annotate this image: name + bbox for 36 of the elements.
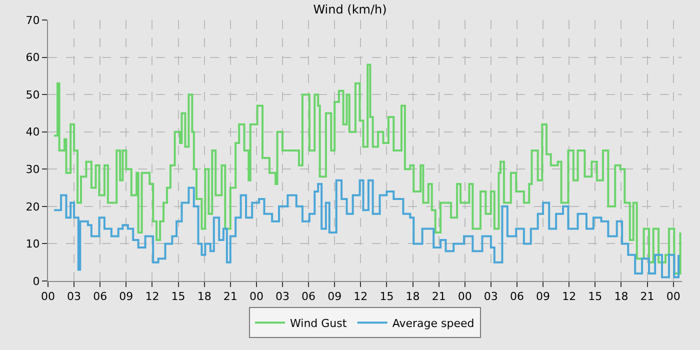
y-tick-label: 10 [26, 238, 40, 251]
x-tick-label: 21 [223, 290, 238, 304]
x-tick-label: 00 [458, 290, 472, 304]
x-tick-label: 15 [588, 290, 602, 304]
y-tick-label: 60 [26, 51, 40, 64]
x-tick-label: 18 [406, 290, 420, 304]
x-tick-label: 03 [484, 290, 498, 304]
x-tick-label: 15 [380, 290, 394, 304]
x-tick-label: 06 [510, 290, 524, 304]
x-tick-label: 03 [67, 290, 82, 304]
y-tick-label: 0 [32, 274, 40, 288]
x-tick-label: 09 [328, 290, 342, 304]
x-tick-label: 09 [119, 290, 134, 304]
chart-title: Wind (km/h) [313, 2, 387, 17]
x-tick-label: 00 [666, 290, 680, 304]
y-tick-label: 30 [26, 162, 40, 176]
x-tick-label: 18 [197, 290, 212, 304]
legend-label: Average speed [392, 316, 474, 330]
x-tick-label: 18 [614, 290, 628, 304]
x-tick-label: 00 [41, 290, 55, 304]
x-tick-label: 12 [562, 290, 576, 304]
x-tick-label: 12 [145, 290, 160, 304]
x-tick-label: 09 [536, 290, 550, 304]
legend-label: Wind Gust [290, 316, 348, 330]
x-tick-label: 03 [275, 290, 290, 304]
x-tick-label: 00 [249, 290, 264, 304]
y-tick-label: 70 [26, 14, 40, 27]
y-tick-label: 20 [26, 200, 40, 214]
x-tick-label: 21 [640, 290, 654, 304]
x-tick-label: 21 [432, 290, 446, 304]
x-tick-label: 15 [171, 290, 186, 304]
y-tick-label: 50 [26, 88, 40, 102]
x-tick-label: 12 [354, 290, 368, 304]
y-tick-label: 40 [26, 126, 40, 139]
x-tick-label: 06 [302, 290, 316, 304]
x-tick-label: 06 [93, 290, 108, 304]
